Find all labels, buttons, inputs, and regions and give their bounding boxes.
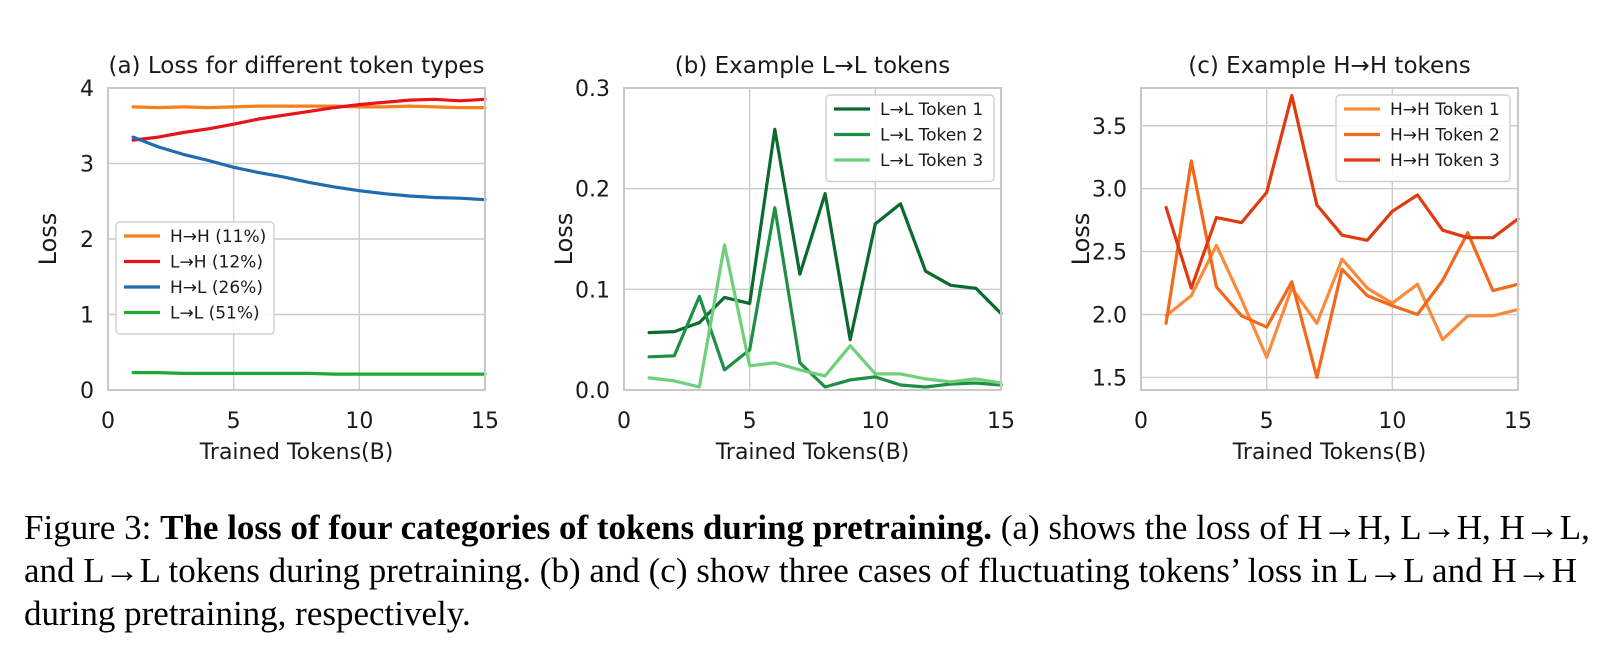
legend-label-4: L→L (51%) [170, 304, 260, 324]
x-tick-label-0: 0 [1134, 409, 1148, 434]
x-tick-label-1: 5 [1260, 409, 1274, 434]
plot-frame [1140, 87, 1519, 391]
legend-label-2: L→H (12%) [170, 253, 263, 273]
legend-box [115, 221, 275, 335]
legend-label-2: H→H Token 2 [1390, 126, 1500, 146]
x-tick-label-2: 10 [861, 409, 889, 434]
series-line-4 [131, 371, 487, 376]
y-axis-label: Loss [34, 213, 62, 266]
x-tick-label-2: 10 [345, 409, 373, 434]
x-axis-label: Trained Tokens(B) [199, 440, 394, 465]
x-tick-label-3: 15 [471, 409, 499, 434]
legend: H→H (11%) L→H (12%) H→L (26%) L→L (51%) [115, 221, 275, 335]
y-axis-label: Loss [1067, 213, 1095, 266]
y-tick-label-1: 2.0 [1092, 304, 1127, 329]
figure-caption: Figure 3: The loss of four categories of… [24, 506, 1599, 635]
legend-label-2: L→L Token 2 [880, 126, 983, 146]
legend: L→L Token 1 L→L Token 2 L→L Token 3 [825, 94, 995, 183]
series-line-1 [1164, 243, 1520, 359]
series-line-3 [647, 243, 1003, 389]
y-tick-label-2: 2 [80, 228, 94, 253]
x-tick-label-3: 15 [987, 409, 1015, 434]
legend-label-3: L→L Token 3 [880, 151, 983, 171]
chart-panel-2: 0 5 10 15 0.0 0.1 0.2 0.3 (b) Example L→L tokens… [550, 53, 1015, 465]
series-line-1 [131, 104, 487, 110]
chart-panel-1: 0 5 10 15 0 1 2 3 4 (a) Loss for different token … [34, 53, 499, 465]
series-line-2 [1164, 159, 1520, 379]
y-axis-label: Loss [550, 213, 578, 266]
series-line-3 [1164, 93, 1520, 290]
chart-panel-3: 0 5 10 15 1.5 2.0 2.5 3.0 3.5 (c) Example H→H tok… [1067, 53, 1532, 465]
chart-title: (a) Loss for different token types [108, 53, 484, 79]
series-line-1 [647, 127, 1003, 342]
y-tick-label-2: 2.5 [1092, 241, 1127, 266]
x-tick-label-1: 5 [227, 409, 241, 434]
series-line-3 [131, 135, 487, 202]
y-tick-label-1: 0.1 [575, 278, 610, 303]
y-tick-label-4: 3.5 [1092, 115, 1127, 140]
x-tick-label-0: 0 [101, 409, 115, 434]
series-line-2 [131, 97, 487, 142]
caption-bold: The loss of four categories of tokens du… [160, 508, 993, 547]
plot-frame [107, 87, 486, 391]
legend-label-3: H→L (26%) [170, 278, 263, 298]
x-axis-label: Trained Tokens(B) [1232, 440, 1427, 465]
y-tick-label-1: 1 [80, 304, 94, 329]
y-tick-label-4: 4 [80, 77, 94, 102]
legend-label-1: H→H (11%) [170, 227, 266, 247]
plot-frame [623, 87, 1002, 391]
y-tick-label-3: 0.3 [575, 77, 610, 102]
y-tick-label-0: 0.0 [575, 379, 610, 404]
y-tick-label-2: 0.2 [575, 178, 610, 203]
y-tick-label-0: 1.5 [1092, 366, 1127, 391]
legend-label-1: L→L Token 1 [880, 100, 983, 120]
y-tick-label-0: 0 [80, 379, 94, 404]
legend-label-3: H→H Token 3 [1390, 151, 1500, 171]
x-tick-label-2: 10 [1378, 409, 1406, 434]
legend: H→H Token 1 H→H Token 2 H→H Token 3 [1335, 94, 1511, 183]
x-tick-label-3: 15 [1504, 409, 1532, 434]
caption-label: Figure 3: [24, 508, 161, 547]
x-tick-label-0: 0 [617, 409, 631, 434]
figure-panels: 0 5 10 15 0 1 2 3 4 (a) Loss for different token … [34, 53, 1532, 465]
caption-text: (a) shows the loss of H→H, L→H, H→L, and… [24, 508, 1590, 633]
chart-title: (b) Example L→L tokens [675, 53, 950, 79]
series-line-2 [647, 206, 1003, 389]
x-tick-label-1: 5 [743, 409, 757, 434]
x-axis-label: Trained Tokens(B) [715, 440, 910, 465]
legend-label-1: H→H Token 1 [1390, 100, 1500, 120]
chart-title: (c) Example H→H tokens [1188, 53, 1470, 79]
y-tick-label-3: 3.0 [1092, 178, 1127, 203]
y-tick-label-3: 3 [80, 153, 94, 178]
